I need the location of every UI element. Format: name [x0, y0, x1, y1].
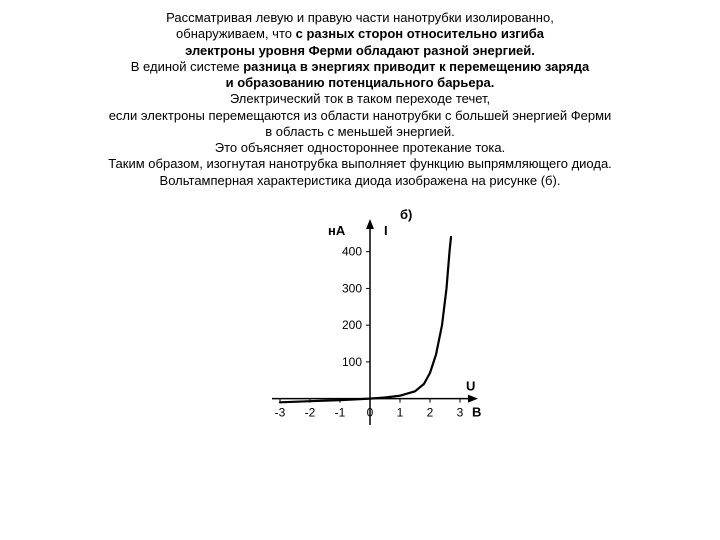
chart-container: 100 200 300 400 -3 -2 -1 0 1 2 3 б) нА I UВ — [0, 207, 720, 467]
line-2a: обнаруживаем, что — [176, 26, 296, 41]
line-2b: с разных сторон относительно изгиба — [296, 26, 544, 41]
svg-text:200: 200 — [342, 318, 362, 332]
svg-text:-2: -2 — [305, 405, 316, 419]
line-10: Таким образом, изогнутая нанотрубка выпо… — [108, 156, 612, 171]
line-4a: В единой системе — [131, 59, 243, 74]
svg-text:300: 300 — [342, 281, 362, 295]
svg-text:-1: -1 — [335, 405, 346, 419]
svg-text:нА: нА — [328, 223, 346, 238]
line-6: Электрический ток в таком переходе течет… — [230, 91, 490, 106]
svg-text:б): б) — [400, 207, 412, 222]
svg-text:U: U — [466, 378, 475, 393]
iv-curve-chart: 100 200 300 400 -3 -2 -1 0 1 2 3 б) нА I UВ — [220, 207, 500, 467]
line-3: электроны уровня Ферми обладают разной э… — [185, 43, 535, 58]
svg-text:100: 100 — [342, 355, 362, 369]
line-8: в область с меньшей энергией. — [265, 124, 454, 139]
chart-svg: 100 200 300 400 -3 -2 -1 0 1 2 3 б) нА I UВ — [220, 207, 500, 467]
line-4b: разница в энергиях приводит к перемещени… — [243, 59, 589, 74]
line-11: Вольтамперная характеристика диода изобр… — [160, 173, 561, 188]
line-1: Рассматривая левую и правую части нанотр… — [166, 10, 554, 25]
svg-text:0: 0 — [367, 405, 374, 419]
svg-text:2: 2 — [427, 405, 434, 419]
svg-text:3: 3 — [457, 405, 464, 419]
svg-text:В: В — [472, 404, 481, 419]
line-7: если электроны перемещаются из области н… — [109, 108, 612, 123]
svg-text:1: 1 — [397, 405, 404, 419]
svg-text:-3: -3 — [275, 405, 286, 419]
svg-text:I: I — [384, 223, 388, 238]
line-9: Это объясняет одностороннее протекание т… — [215, 140, 505, 155]
svg-text:400: 400 — [342, 244, 362, 258]
description-text: Рассматривая левую и правую части нанотр… — [0, 0, 720, 189]
line-5: и образованию потенциального барьера. — [226, 75, 495, 90]
